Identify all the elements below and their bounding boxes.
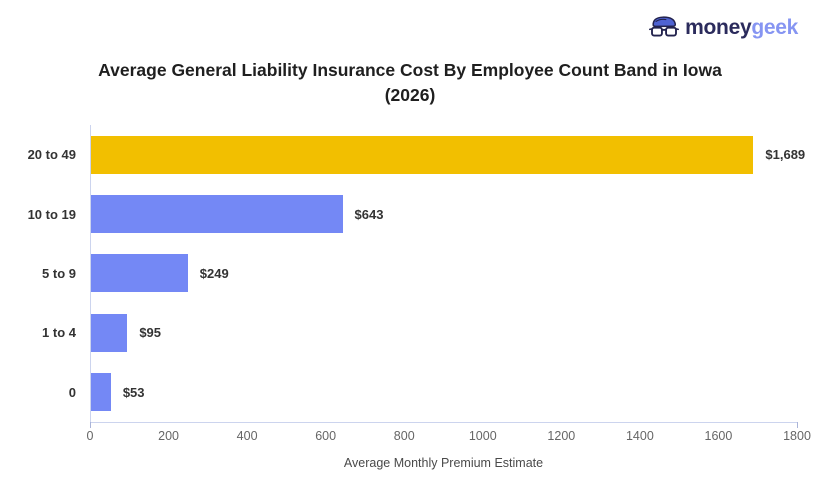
bar-row: 10 to 19 $643 [0,184,820,243]
x-axis-title: Average Monthly Premium Estimate [343,456,544,470]
x-axis-tick-start [90,422,91,428]
logo-geek-text: geek [751,16,798,39]
x-tick-label: 1800 [783,429,811,443]
moneygeek-face-icon [649,14,680,41]
bar-row: 0 $53 [0,363,820,422]
x-axis-line [90,422,798,423]
chart-title: Average General Liability Insurance Cost… [98,60,722,106]
bar [90,254,188,293]
bar [90,313,128,352]
x-axis-tick-end [797,422,798,428]
bar-rows: 20 to 49 $1,689 10 to 19 $643 5 to 9 $249 1 to… [0,125,820,422]
bar-track: $249 [90,254,797,293]
category-label: 0 [68,384,76,400]
x-tick-label: 600 [315,429,337,443]
bar [90,373,111,412]
bar-track: $1,689 [90,135,805,174]
bar-row: 5 to 9 $249 [0,244,820,303]
x-tick-label: 1400 [625,429,654,443]
bar [90,195,343,234]
x-tick-label: 400 [236,429,258,443]
x-tick-label: 1000 [468,429,497,443]
bar [90,135,754,174]
x-axis-tick-labels: 0 200 400 600 800 1000 1200 1400 1600 1800 [86,429,811,445]
category-label: 20 to 49 [27,147,76,163]
bar-track: $95 [90,313,797,352]
x-tick-label: 800 [393,429,415,443]
y-axis-line [90,125,91,423]
bar-track: $53 [90,373,797,412]
value-label: $95 [139,325,162,341]
value-label: $643 [354,206,384,222]
logo-money-text: money [685,16,752,39]
x-tick-label: 0 [86,429,94,443]
moneygeek-wordmark: moneygeek [685,17,798,38]
x-tick-label: 1200 [547,429,576,443]
category-label: 10 to 19 [27,206,76,222]
x-tick-label: 1600 [704,429,733,443]
category-label: 1 to 4 [42,325,76,341]
x-tick-label: 200 [158,429,179,443]
value-label: $249 [199,265,229,281]
category-label: 5 to 9 [42,265,76,281]
value-label: $1,689 [765,147,806,163]
bar-chart: 20 to 49 $1,689 10 to 19 $643 5 to 9 $249 1 to… [0,125,820,422]
bar-row: 1 to 4 $95 [0,303,820,362]
moneygeek-logo: moneygeek [649,14,798,41]
value-label: $53 [122,384,145,400]
bar-row: 20 to 49 $1,689 [0,125,820,184]
bar-track: $643 [90,195,797,234]
